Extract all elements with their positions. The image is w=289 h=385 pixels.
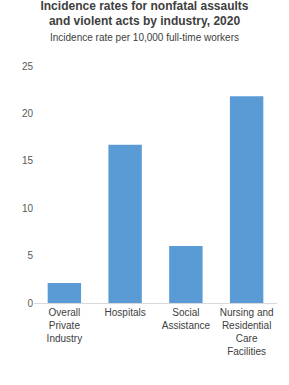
svg-text:Nursing andResidentialCareFaci: Nursing andResidentialCareFacilities — [220, 307, 274, 357]
svg-text:Hospitals: Hospitals — [105, 307, 146, 318]
svg-text:20: 20 — [22, 108, 34, 119]
svg-text:25: 25 — [22, 61, 34, 72]
svg-text:5: 5 — [27, 250, 33, 261]
svg-text:10: 10 — [22, 203, 34, 214]
svg-text:0: 0 — [27, 298, 33, 309]
svg-text:OverallPrivateIndustry: OverallPrivateIndustry — [47, 307, 83, 344]
svg-text:SocialAssistance: SocialAssistance — [162, 307, 211, 331]
svg-text:Incidence rates for nonfatal a: Incidence rates for nonfatal assaultsand… — [40, 0, 248, 43]
svg-text:15: 15 — [22, 155, 34, 166]
